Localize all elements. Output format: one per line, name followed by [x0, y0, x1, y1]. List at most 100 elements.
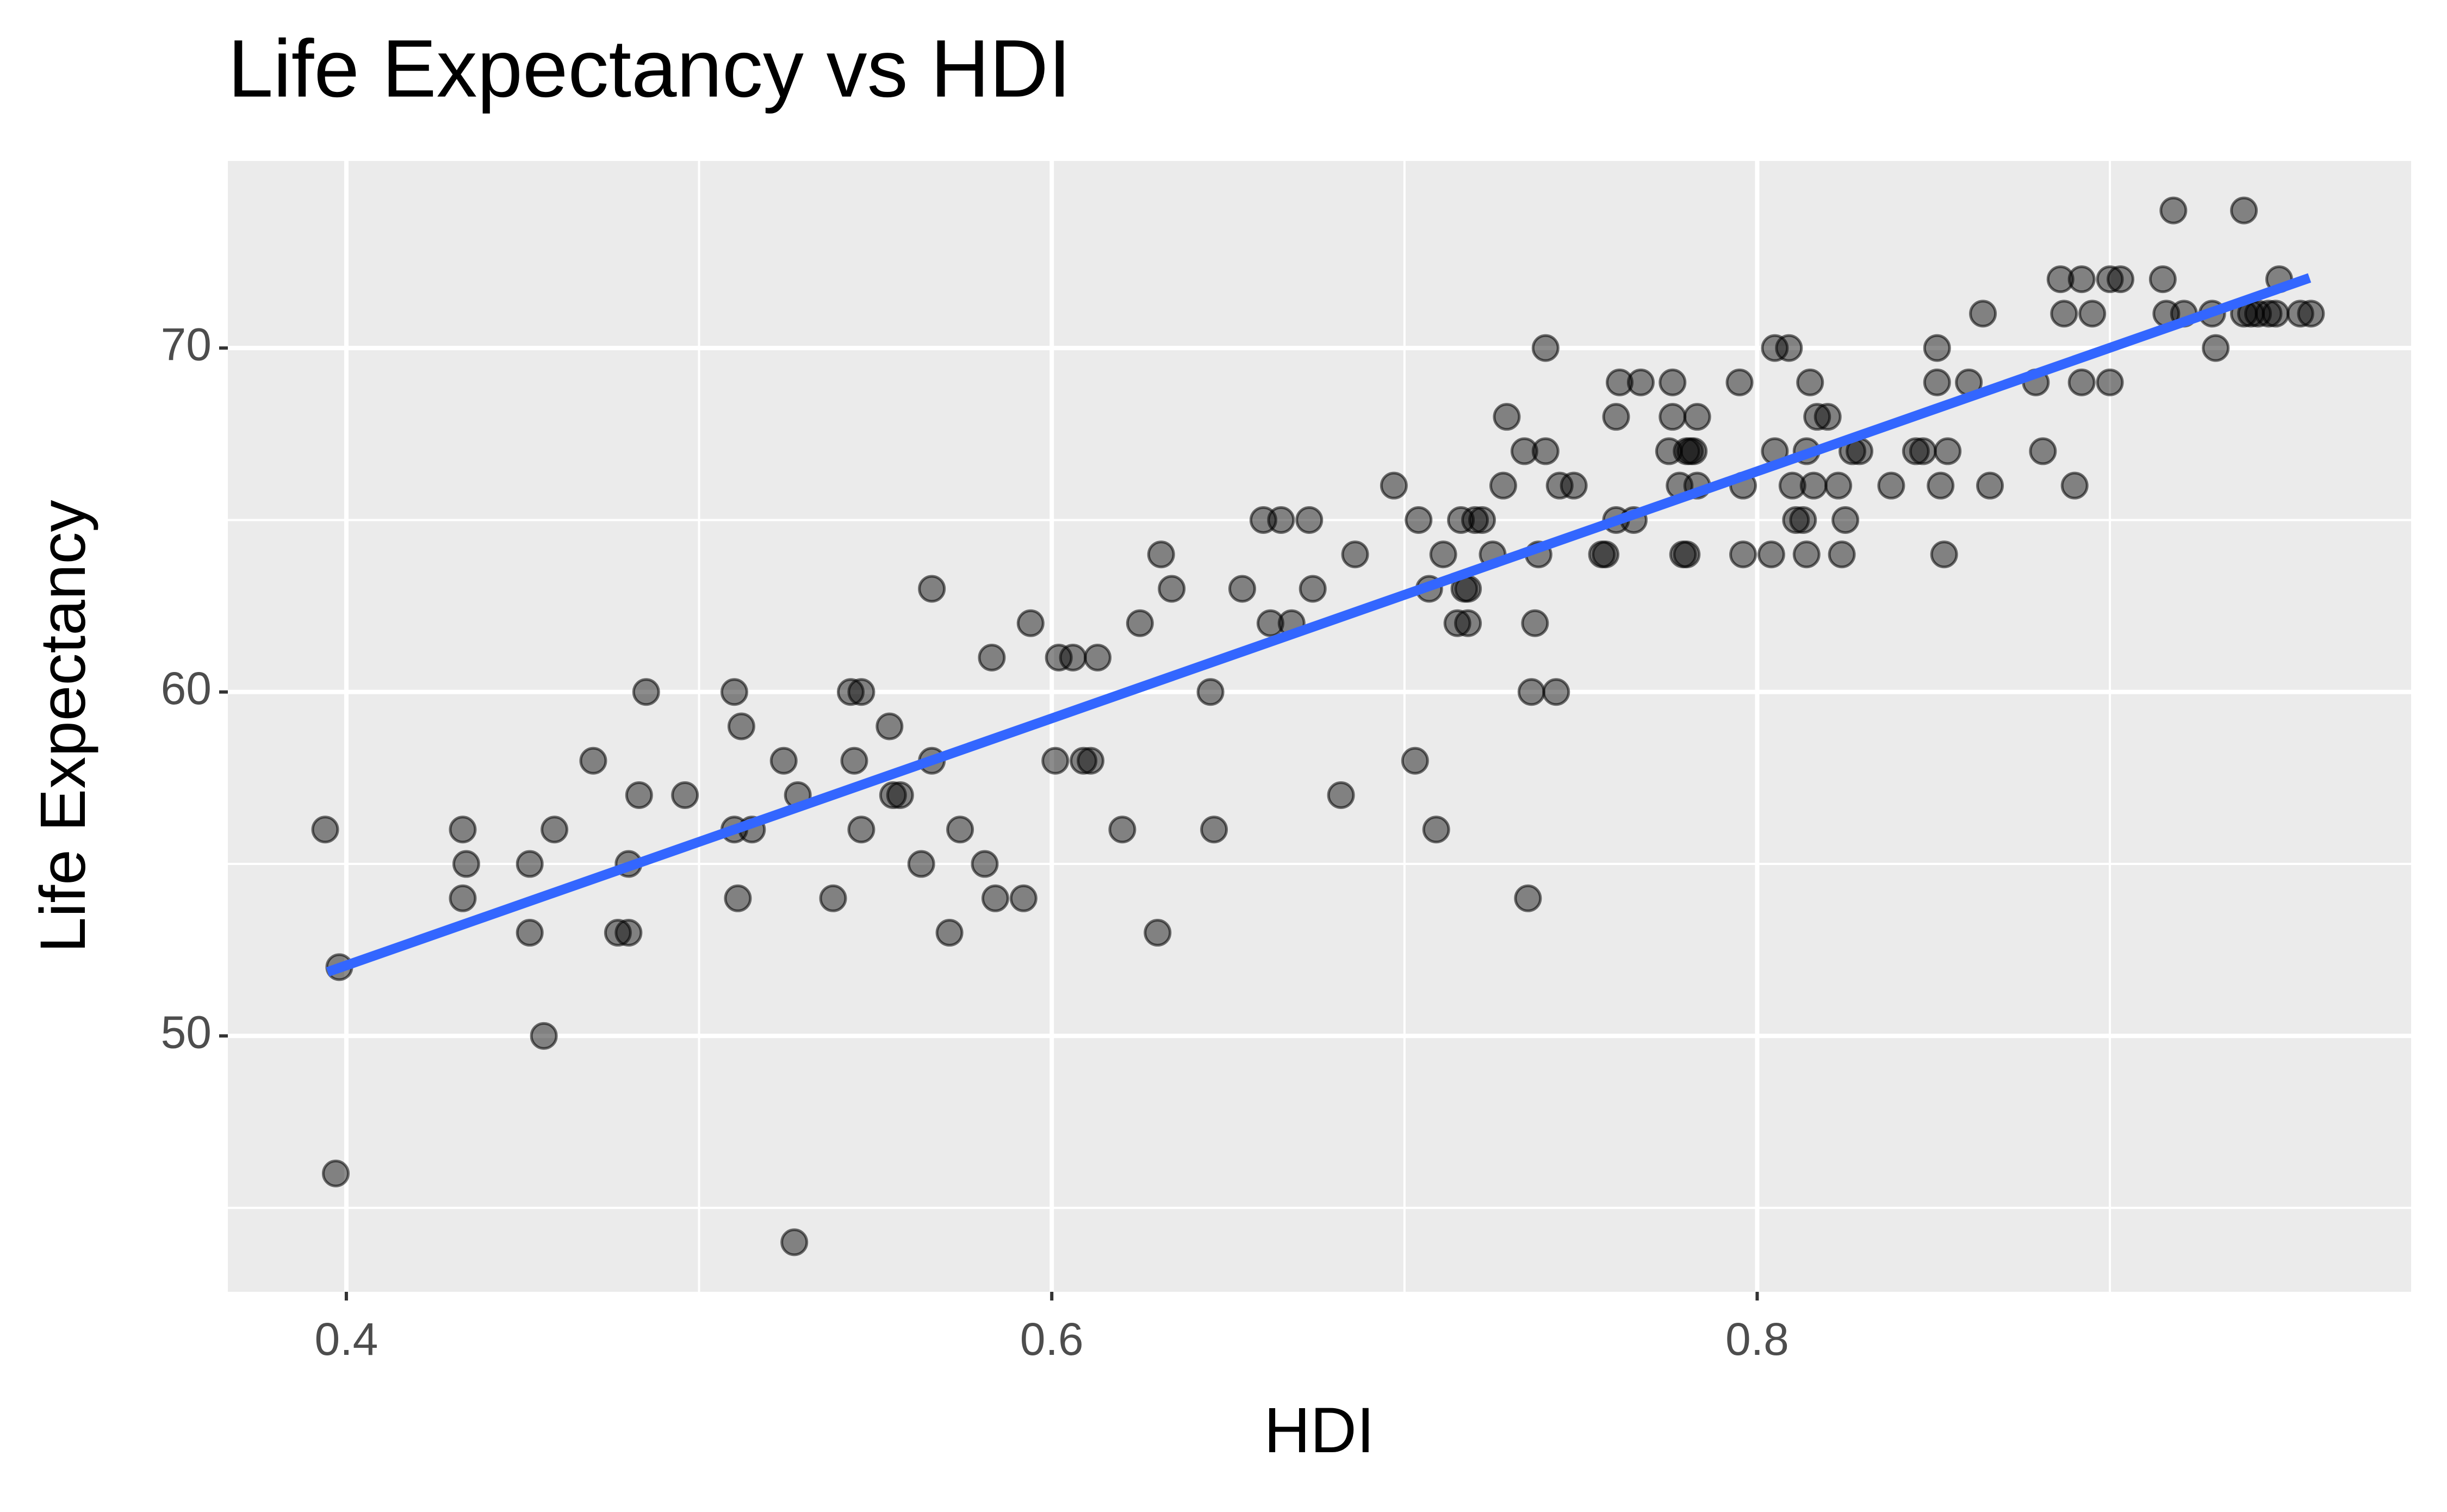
- point: [2078, 300, 2107, 328]
- point: [1796, 368, 1824, 396]
- point: [1447, 506, 1475, 534]
- point: [2262, 300, 2290, 328]
- point: [836, 678, 865, 706]
- point: [1545, 471, 1574, 500]
- point: [780, 1228, 809, 1256]
- point: [2107, 265, 2135, 294]
- point: [1295, 506, 1324, 534]
- point: [632, 678, 660, 706]
- point: [1602, 403, 1630, 431]
- chart-title: Life Expectancy vs HDI: [228, 23, 1071, 114]
- point: [1531, 334, 1560, 362]
- point: [1517, 678, 1545, 706]
- point: [1228, 575, 1256, 603]
- point: [1659, 403, 1687, 431]
- point: [1531, 437, 1560, 465]
- point: [1934, 437, 1962, 465]
- point: [1930, 540, 1958, 569]
- point: [1680, 437, 1708, 465]
- point: [1626, 368, 1655, 396]
- point: [516, 850, 544, 878]
- point: [1782, 506, 1810, 534]
- point: [1422, 816, 1450, 844]
- point: [2067, 368, 2096, 396]
- point: [946, 816, 974, 844]
- point: [1923, 334, 1951, 362]
- point: [1454, 609, 1482, 637]
- point: [1461, 506, 1489, 534]
- point: [1729, 540, 1757, 569]
- point: [1077, 746, 1105, 775]
- point: [1108, 816, 1136, 844]
- point: [981, 884, 1009, 912]
- point: [1443, 609, 1471, 637]
- panel: [228, 161, 2411, 1292]
- point: [1778, 471, 1806, 500]
- point: [1405, 506, 1433, 534]
- point: [1877, 471, 1905, 500]
- x-tick-label: 0.4: [315, 1314, 378, 1365]
- point: [1683, 403, 1711, 431]
- point: [449, 816, 477, 844]
- point: [1831, 506, 1860, 534]
- point: [907, 850, 935, 878]
- point: [886, 781, 914, 810]
- point: [879, 781, 907, 810]
- point: [2096, 265, 2124, 294]
- point: [1514, 884, 1542, 912]
- x-tick-label: 0.6: [1020, 1314, 1084, 1365]
- point: [1521, 609, 1549, 637]
- point: [2159, 196, 2188, 225]
- point: [671, 781, 699, 810]
- point: [1200, 816, 1228, 844]
- point: [2046, 265, 2075, 294]
- point: [727, 712, 755, 741]
- point: [847, 816, 875, 844]
- point: [1070, 746, 1098, 775]
- y-tick-label: 70: [161, 319, 212, 370]
- point: [321, 1159, 350, 1187]
- point: [1909, 437, 1937, 465]
- y-tick-label: 50: [161, 1007, 212, 1058]
- y-axis-title: Life Expectancy: [27, 500, 99, 953]
- point: [1059, 643, 1087, 671]
- point: [579, 746, 607, 775]
- point: [614, 919, 643, 947]
- point: [1147, 540, 1175, 569]
- point: [1605, 368, 1634, 396]
- point: [1789, 506, 1817, 534]
- point: [1380, 471, 1408, 500]
- point: [449, 884, 477, 912]
- point: [1045, 643, 1073, 671]
- point: [1341, 540, 1369, 569]
- point: [1592, 540, 1620, 569]
- point: [1799, 471, 1828, 500]
- point: [1429, 540, 1457, 569]
- point: [720, 678, 748, 706]
- point: [1828, 540, 1856, 569]
- point: [1510, 437, 1538, 465]
- point: [1560, 471, 1588, 500]
- point: [2050, 300, 2078, 328]
- point: [452, 850, 480, 878]
- point: [1792, 540, 1821, 569]
- point: [935, 919, 964, 947]
- point: [2029, 437, 2057, 465]
- point: [978, 643, 1006, 671]
- point: [2255, 300, 2283, 328]
- point: [1267, 506, 1295, 534]
- point: [1757, 540, 1785, 569]
- point: [840, 746, 868, 775]
- x-tick-label: 0.8: [1725, 1314, 1789, 1365]
- point: [1401, 746, 1429, 775]
- point: [1976, 471, 2004, 500]
- point: [724, 884, 752, 912]
- marks: [311, 196, 2325, 1256]
- point: [1761, 334, 1789, 362]
- point: [1969, 300, 1997, 328]
- trend-line: [326, 273, 2312, 977]
- point: [1327, 781, 1355, 810]
- x-axis-title: HDI: [1264, 1395, 1374, 1466]
- point: [2096, 368, 2124, 396]
